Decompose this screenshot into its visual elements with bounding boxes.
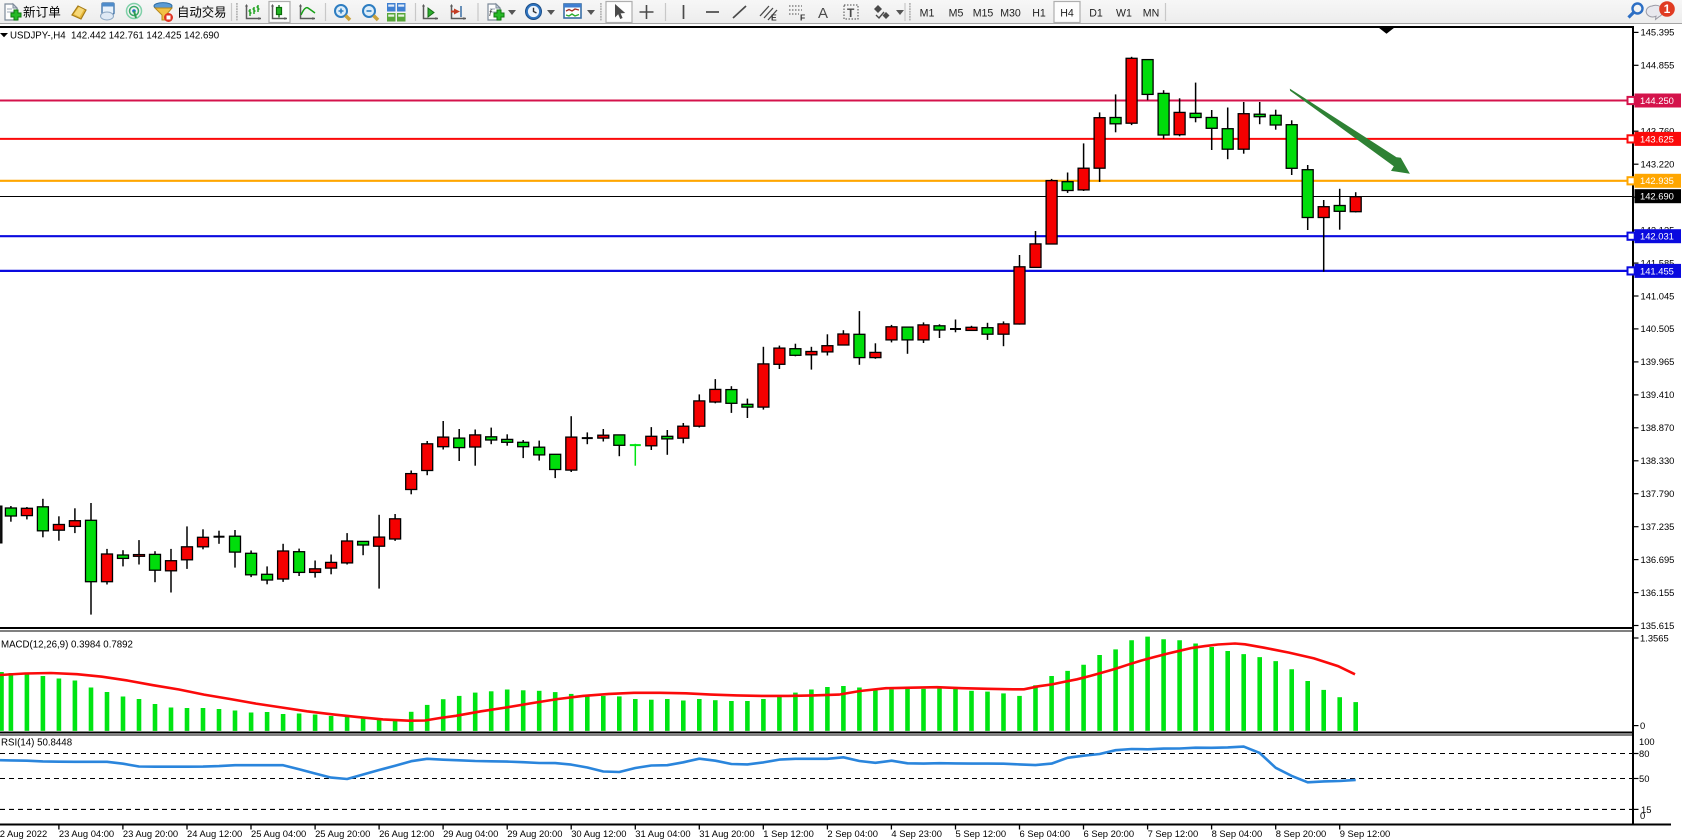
svg-text:8 Sep 20:00: 8 Sep 20:00 [1276,828,1327,839]
svg-text:26 Aug 12:00: 26 Aug 12:00 [379,828,434,839]
svg-text:137.235: 137.235 [1641,521,1675,532]
svg-text:新订单: 新订单 [23,5,61,20]
svg-text:137.790: 137.790 [1641,488,1675,499]
svg-text:25 Aug 20:00: 25 Aug 20:00 [315,828,370,839]
svg-text:5 Sep 12:00: 5 Sep 12:00 [956,828,1007,839]
svg-text:1.3565: 1.3565 [1640,632,1669,643]
svg-text:144.855: 144.855 [1641,60,1675,71]
svg-text:USDJPY-,H4 142.442 142.761 14: USDJPY-,H4 142.442 142.761 142.425 142.6… [10,31,220,42]
svg-text:E: E [771,13,777,23]
svg-text:141.585: 141.585 [1641,257,1675,268]
svg-text:23 Aug 04:00: 23 Aug 04:00 [59,828,114,839]
svg-text:29 Aug 04:00: 29 Aug 04:00 [443,828,498,839]
svg-text:80: 80 [1639,748,1649,759]
svg-text:15: 15 [1641,804,1651,815]
svg-text:142.935: 142.935 [1640,175,1674,186]
svg-text:139.410: 139.410 [1641,389,1675,400]
svg-text:7 Sep 12:00: 7 Sep 12:00 [1148,828,1199,839]
svg-text:M30: M30 [1000,8,1021,20]
svg-text:6 Sep 20:00: 6 Sep 20:00 [1084,828,1135,839]
svg-text:29 Aug 20:00: 29 Aug 20:00 [507,828,562,839]
svg-text:2 Sep 04:00: 2 Sep 04:00 [827,828,878,839]
svg-text:136.695: 136.695 [1641,554,1675,565]
svg-text:A: A [818,5,828,22]
svg-text:f: f [489,8,493,18]
svg-text:D1: D1 [1089,8,1103,20]
svg-text:MACD(12,26,9) 0.3984 0.7892: MACD(12,26,9) 0.3984 0.7892 [1,639,133,650]
svg-text:6 Sep 04:00: 6 Sep 04:00 [1020,828,1071,839]
svg-text:1 Sep 12:00: 1 Sep 12:00 [763,828,814,839]
svg-text:自动交易: 自动交易 [177,5,227,20]
svg-text:23 Aug 20:00: 23 Aug 20:00 [123,828,178,839]
svg-text:24 Aug 12:00: 24 Aug 12:00 [187,828,242,839]
svg-text:22 Aug 2022: 22 Aug 2022 [0,828,47,839]
svg-text:100: 100 [1639,736,1655,747]
svg-text:144.250: 144.250 [1640,95,1674,106]
svg-text:M15: M15 [973,8,994,20]
svg-text:143.220: 143.220 [1641,159,1675,170]
svg-text:25 Aug 04:00: 25 Aug 04:00 [251,828,306,839]
svg-text:H4: H4 [1060,8,1074,20]
svg-text:142.690: 142.690 [1640,191,1674,202]
svg-text:0: 0 [1640,810,1645,821]
svg-text:143.625: 143.625 [1640,133,1674,144]
svg-text:0: 0 [1640,720,1645,731]
svg-text:8 Sep 04:00: 8 Sep 04:00 [1212,828,1263,839]
svg-text:31 Aug 04:00: 31 Aug 04:00 [635,828,690,839]
svg-text:135.615: 135.615 [1641,620,1675,631]
svg-text:M1: M1 [920,8,935,20]
svg-text:MN: MN [1143,8,1159,20]
svg-text:30 Aug 12:00: 30 Aug 12:00 [571,828,626,839]
svg-text:1: 1 [1664,2,1671,16]
svg-text:50: 50 [1639,773,1649,784]
svg-text:138.870: 138.870 [1641,422,1675,433]
svg-text:141.455: 141.455 [1640,265,1674,276]
svg-text:31 Aug 20:00: 31 Aug 20:00 [699,828,754,839]
svg-text:W1: W1 [1116,8,1132,20]
svg-text:141.045: 141.045 [1641,290,1675,301]
svg-text:H1: H1 [1032,8,1046,20]
svg-text:9 Sep 12:00: 9 Sep 12:00 [1340,828,1391,839]
svg-text:138.330: 138.330 [1641,455,1675,466]
svg-text:M5: M5 [949,8,964,20]
svg-text:140.505: 140.505 [1641,323,1675,334]
svg-text:143.760: 143.760 [1641,126,1675,137]
svg-text:145.395: 145.395 [1641,27,1675,38]
svg-text:136.155: 136.155 [1641,587,1675,598]
svg-text:F: F [800,13,805,23]
svg-text:4 Sep 23:00: 4 Sep 23:00 [891,828,942,839]
svg-text:RSI(14) 50.8448: RSI(14) 50.8448 [1,738,72,749]
svg-text:139.965: 139.965 [1641,356,1675,367]
svg-text:T: T [847,6,855,20]
svg-text:142.031: 142.031 [1640,231,1674,242]
